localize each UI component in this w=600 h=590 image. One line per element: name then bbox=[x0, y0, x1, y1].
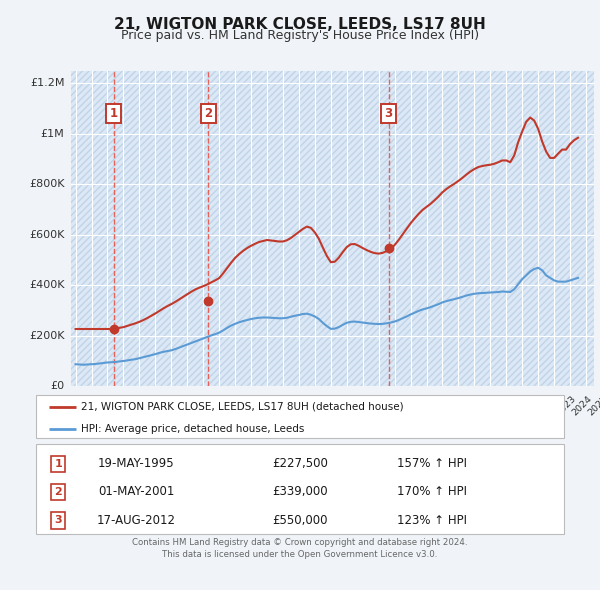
Text: £0: £0 bbox=[50, 382, 65, 391]
Text: 2008: 2008 bbox=[315, 394, 338, 418]
Text: £800K: £800K bbox=[29, 179, 65, 189]
Text: £227,500: £227,500 bbox=[272, 457, 328, 470]
Text: 2007: 2007 bbox=[299, 394, 322, 418]
Text: 2001: 2001 bbox=[203, 394, 227, 418]
Text: 2017: 2017 bbox=[458, 394, 482, 418]
Text: 21, WIGTON PARK CLOSE, LEEDS, LS17 8UH (detached house): 21, WIGTON PARK CLOSE, LEEDS, LS17 8UH (… bbox=[81, 402, 404, 412]
Text: 1999: 1999 bbox=[171, 394, 194, 418]
Text: 2: 2 bbox=[55, 487, 62, 497]
Text: 2018: 2018 bbox=[475, 394, 498, 418]
Text: 2021: 2021 bbox=[522, 394, 545, 418]
Text: Contains HM Land Registry data © Crown copyright and database right 2024.: Contains HM Land Registry data © Crown c… bbox=[132, 538, 468, 547]
Text: This data is licensed under the Open Government Licence v3.0.: This data is licensed under the Open Gov… bbox=[163, 550, 437, 559]
Text: 2009: 2009 bbox=[331, 394, 354, 418]
Text: 2022: 2022 bbox=[538, 394, 562, 418]
Text: 157% ↑ HPI: 157% ↑ HPI bbox=[397, 457, 467, 470]
Text: 1998: 1998 bbox=[155, 394, 179, 418]
Text: 2025: 2025 bbox=[586, 394, 600, 418]
Text: 2002: 2002 bbox=[219, 394, 242, 418]
Text: 3: 3 bbox=[55, 516, 62, 526]
Text: 1996: 1996 bbox=[124, 394, 147, 418]
Text: 2004: 2004 bbox=[251, 394, 274, 418]
Text: 2023: 2023 bbox=[554, 394, 578, 418]
Text: 2015: 2015 bbox=[427, 394, 450, 418]
Text: 2: 2 bbox=[205, 107, 212, 120]
Text: 1993: 1993 bbox=[76, 394, 99, 418]
Text: 17-AUG-2012: 17-AUG-2012 bbox=[97, 514, 176, 527]
Text: £339,000: £339,000 bbox=[272, 486, 328, 499]
Text: 21, WIGTON PARK CLOSE, LEEDS, LS17 8UH: 21, WIGTON PARK CLOSE, LEEDS, LS17 8UH bbox=[114, 17, 486, 31]
Text: 2005: 2005 bbox=[267, 394, 290, 418]
Text: 2024: 2024 bbox=[570, 394, 593, 418]
Text: £550,000: £550,000 bbox=[272, 514, 328, 527]
Text: 2000: 2000 bbox=[187, 394, 211, 418]
Text: 2010: 2010 bbox=[347, 394, 370, 418]
Text: 2016: 2016 bbox=[442, 394, 466, 418]
Text: Price paid vs. HM Land Registry's House Price Index (HPI): Price paid vs. HM Land Registry's House … bbox=[121, 30, 479, 42]
Text: 1997: 1997 bbox=[139, 394, 163, 418]
Text: 19-MAY-1995: 19-MAY-1995 bbox=[98, 457, 175, 470]
FancyBboxPatch shape bbox=[36, 395, 564, 438]
Text: 2013: 2013 bbox=[395, 394, 418, 418]
Text: 01-MAY-2001: 01-MAY-2001 bbox=[98, 486, 175, 499]
Text: £1.2M: £1.2M bbox=[30, 78, 65, 88]
Text: £1M: £1M bbox=[41, 129, 65, 139]
Text: £600K: £600K bbox=[29, 230, 65, 240]
Text: 2020: 2020 bbox=[506, 394, 530, 418]
Text: 170% ↑ HPI: 170% ↑ HPI bbox=[397, 486, 467, 499]
Text: 123% ↑ HPI: 123% ↑ HPI bbox=[397, 514, 467, 527]
Text: 2006: 2006 bbox=[283, 394, 306, 418]
Text: 1: 1 bbox=[55, 459, 62, 469]
Text: £400K: £400K bbox=[29, 280, 65, 290]
Text: 3: 3 bbox=[385, 107, 393, 120]
Text: 1994: 1994 bbox=[92, 394, 115, 418]
Text: £200K: £200K bbox=[29, 331, 65, 341]
Text: 2003: 2003 bbox=[235, 394, 259, 418]
Text: 2014: 2014 bbox=[410, 394, 434, 418]
Text: 2011: 2011 bbox=[363, 394, 386, 418]
FancyBboxPatch shape bbox=[36, 444, 564, 534]
Text: 1: 1 bbox=[109, 107, 118, 120]
Text: 2019: 2019 bbox=[490, 394, 514, 418]
Text: 1995: 1995 bbox=[107, 394, 131, 418]
Text: HPI: Average price, detached house, Leeds: HPI: Average price, detached house, Leed… bbox=[81, 424, 304, 434]
Text: 2012: 2012 bbox=[379, 394, 402, 418]
